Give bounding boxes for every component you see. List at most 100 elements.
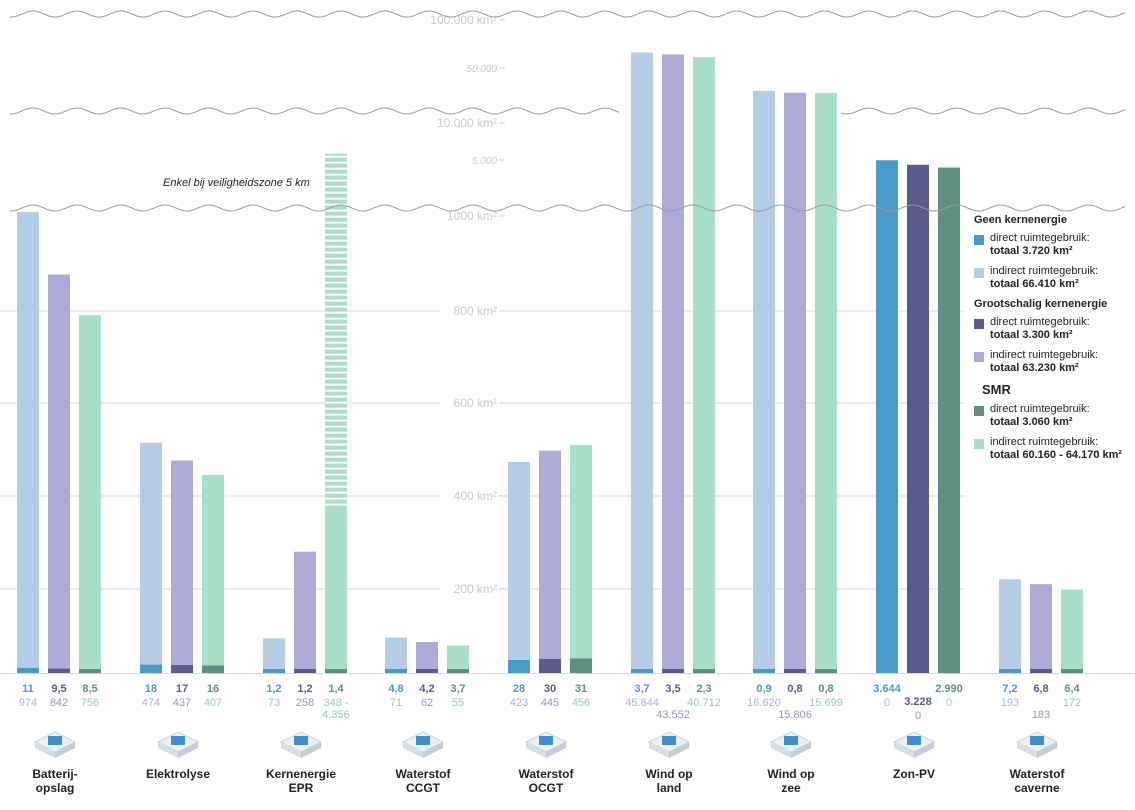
indirect-value-label: 974	[19, 697, 37, 709]
y-tick-label: 5.000	[472, 156, 497, 167]
bar-direct-smr	[815, 669, 837, 673]
y-tick-label: 10.000 km²	[437, 116, 497, 130]
legend-swatch	[974, 319, 984, 329]
bar-indirect-geen	[140, 442, 162, 665]
bar-indirect-smr	[570, 445, 592, 659]
category-label: Waterstof caverne	[1009, 767, 1065, 795]
category-electrolysis-plant: Elektrolyse	[118, 728, 238, 781]
y-tick-label: 600 km²	[454, 396, 497, 410]
bar-indirect-groot	[48, 274, 70, 669]
bar-indirect-smr	[1061, 589, 1083, 669]
legend-title-smr: SMR	[982, 382, 1011, 397]
bar-direct-geen	[385, 669, 407, 673]
indirect-value-label: 0	[884, 697, 890, 709]
bar-indirect-smr	[202, 475, 224, 666]
hydrogen-ccgt-plant-icon	[401, 731, 445, 758]
direct-value-label: 9,5	[51, 683, 66, 695]
bar-indirect-geen	[385, 637, 407, 669]
onshore-wind-icon	[647, 731, 691, 758]
indirect-value-label: 445	[541, 697, 559, 709]
legend-direct-label: direct ruimtegebruik:	[990, 232, 1090, 244]
bar-direct-geen	[876, 160, 898, 673]
legend-total: totaal 3.060 km²	[990, 416, 1073, 428]
bar-direct-smr	[570, 658, 592, 673]
bar-direct-smr	[79, 669, 101, 673]
battery-storage-icon	[33, 731, 77, 758]
legend-total: totaal 66.410 km²	[990, 278, 1079, 290]
direct-value-label: 4,2	[419, 683, 434, 695]
bar-indirect-smr	[325, 509, 347, 669]
bar-indirect-geen	[753, 90, 775, 670]
direct-value-label: 3,7	[634, 683, 649, 695]
y-tick-label: 400 km²	[454, 489, 497, 503]
category-label: Wind op zee	[767, 767, 815, 795]
bar-direct-smr	[447, 669, 469, 673]
nuclear-plant-icon	[279, 731, 323, 758]
legend-indirect-label: indirect ruimtegebruik:	[990, 349, 1099, 361]
bar-indirect-groot	[294, 551, 316, 669]
legend-title-groot: Grootschalig kernenergie	[974, 298, 1108, 310]
legend-total: totaal 63.230 km²	[990, 362, 1079, 374]
direct-value-label: 31	[575, 683, 587, 695]
direct-value-label: 8,5	[82, 683, 97, 695]
indirect-value-label: 55	[452, 697, 464, 709]
bar-direct-geen	[631, 669, 653, 673]
direct-value-label: 11	[22, 683, 34, 695]
bar-indirect-smr	[447, 645, 469, 669]
legend-total: totaal 3.720 km²	[990, 245, 1073, 257]
direct-value-label: 7,2	[1002, 683, 1017, 695]
direct-value-label: 17	[176, 683, 188, 695]
bar-direct-geen	[999, 669, 1021, 673]
bar-direct-groot	[48, 668, 70, 673]
direct-value-label: 3,5	[665, 683, 680, 695]
y-tick-label: 800 km²	[454, 304, 497, 318]
indirect-value-label: 4.356	[322, 709, 350, 721]
bar-direct-geen	[263, 669, 285, 673]
indirect-value-label: 407	[204, 697, 222, 709]
direct-value-label: 6,4	[1064, 683, 1080, 695]
annotation: Enkel bij veiligheidszone 5 km	[163, 177, 310, 189]
legend-total: totaal 3.300 km²	[990, 329, 1073, 341]
bar-indirect-groot	[1030, 584, 1052, 669]
legend-item-geen-indirect: indirect ruimtegebruik: totaal 66.410 km²	[974, 265, 1135, 291]
bar-direct-geen	[753, 669, 775, 673]
category-hydrogen-ccgt-plant: Waterstof CCGT	[363, 728, 483, 795]
direct-value-label: 2.990	[935, 683, 963, 695]
category-label: Batterij- opslag	[32, 767, 78, 795]
bar-direct-groot	[294, 669, 316, 673]
y-tick-label: 200 km²	[454, 582, 497, 596]
legend-direct-label: direct ruimtegebruik:	[990, 403, 1090, 415]
indirect-value-label: 43.552	[656, 709, 690, 721]
bar-indirect-groot	[171, 460, 193, 666]
category-row: Batterij- opslag Elektrolyse Kernenergie E…	[0, 728, 1135, 810]
bar-indirect-smr	[79, 315, 101, 669]
bar-indirect-geen	[999, 579, 1021, 669]
bar-direct-geen	[140, 664, 162, 673]
category-battery-storage: Batterij- opslag	[0, 728, 115, 795]
indirect-value-label: 16.620	[747, 697, 781, 709]
legend-item-geen-direct: direct ruimtegebruik: totaal 3.720 km²	[974, 232, 1135, 258]
bar-direct-groot	[662, 669, 684, 673]
category-hydrogen-cavern: Waterstof caverne	[977, 728, 1097, 795]
legend-indirect-label: indirect ruimtegebruik:	[990, 265, 1099, 277]
legend-swatch	[974, 406, 984, 416]
direct-value-label: 3.228	[904, 696, 932, 708]
bar-indirect-groot	[784, 92, 806, 670]
indirect-value-label: 474	[142, 697, 160, 709]
offshore-wind-icon	[769, 731, 813, 758]
indirect-value-label: 437	[173, 697, 191, 709]
bar-direct-groot	[171, 665, 193, 673]
direct-value-label: 1,2	[266, 683, 281, 695]
bar-indirect-geen	[508, 461, 530, 660]
category-onshore-wind: Wind op land	[609, 728, 729, 795]
category-hydrogen-ocgt-plant: Waterstof OCGT	[486, 728, 606, 795]
direct-value-label: 0,9	[756, 683, 771, 695]
legend: Geen kernenergie direct ruimtegebruik: to…	[968, 210, 1135, 469]
solar-pv-icon	[892, 731, 936, 758]
legend-item-smr-indirect: indirect ruimtegebruik: totaal 60.160 - 6…	[974, 436, 1135, 462]
bar-direct-groot	[784, 669, 806, 673]
indirect-value-label: 423	[510, 697, 528, 709]
legend-indirect-label: indirect ruimtegebruik:	[990, 436, 1099, 448]
direct-value-label: 3,7	[450, 683, 465, 695]
bar-direct-smr	[202, 665, 224, 673]
